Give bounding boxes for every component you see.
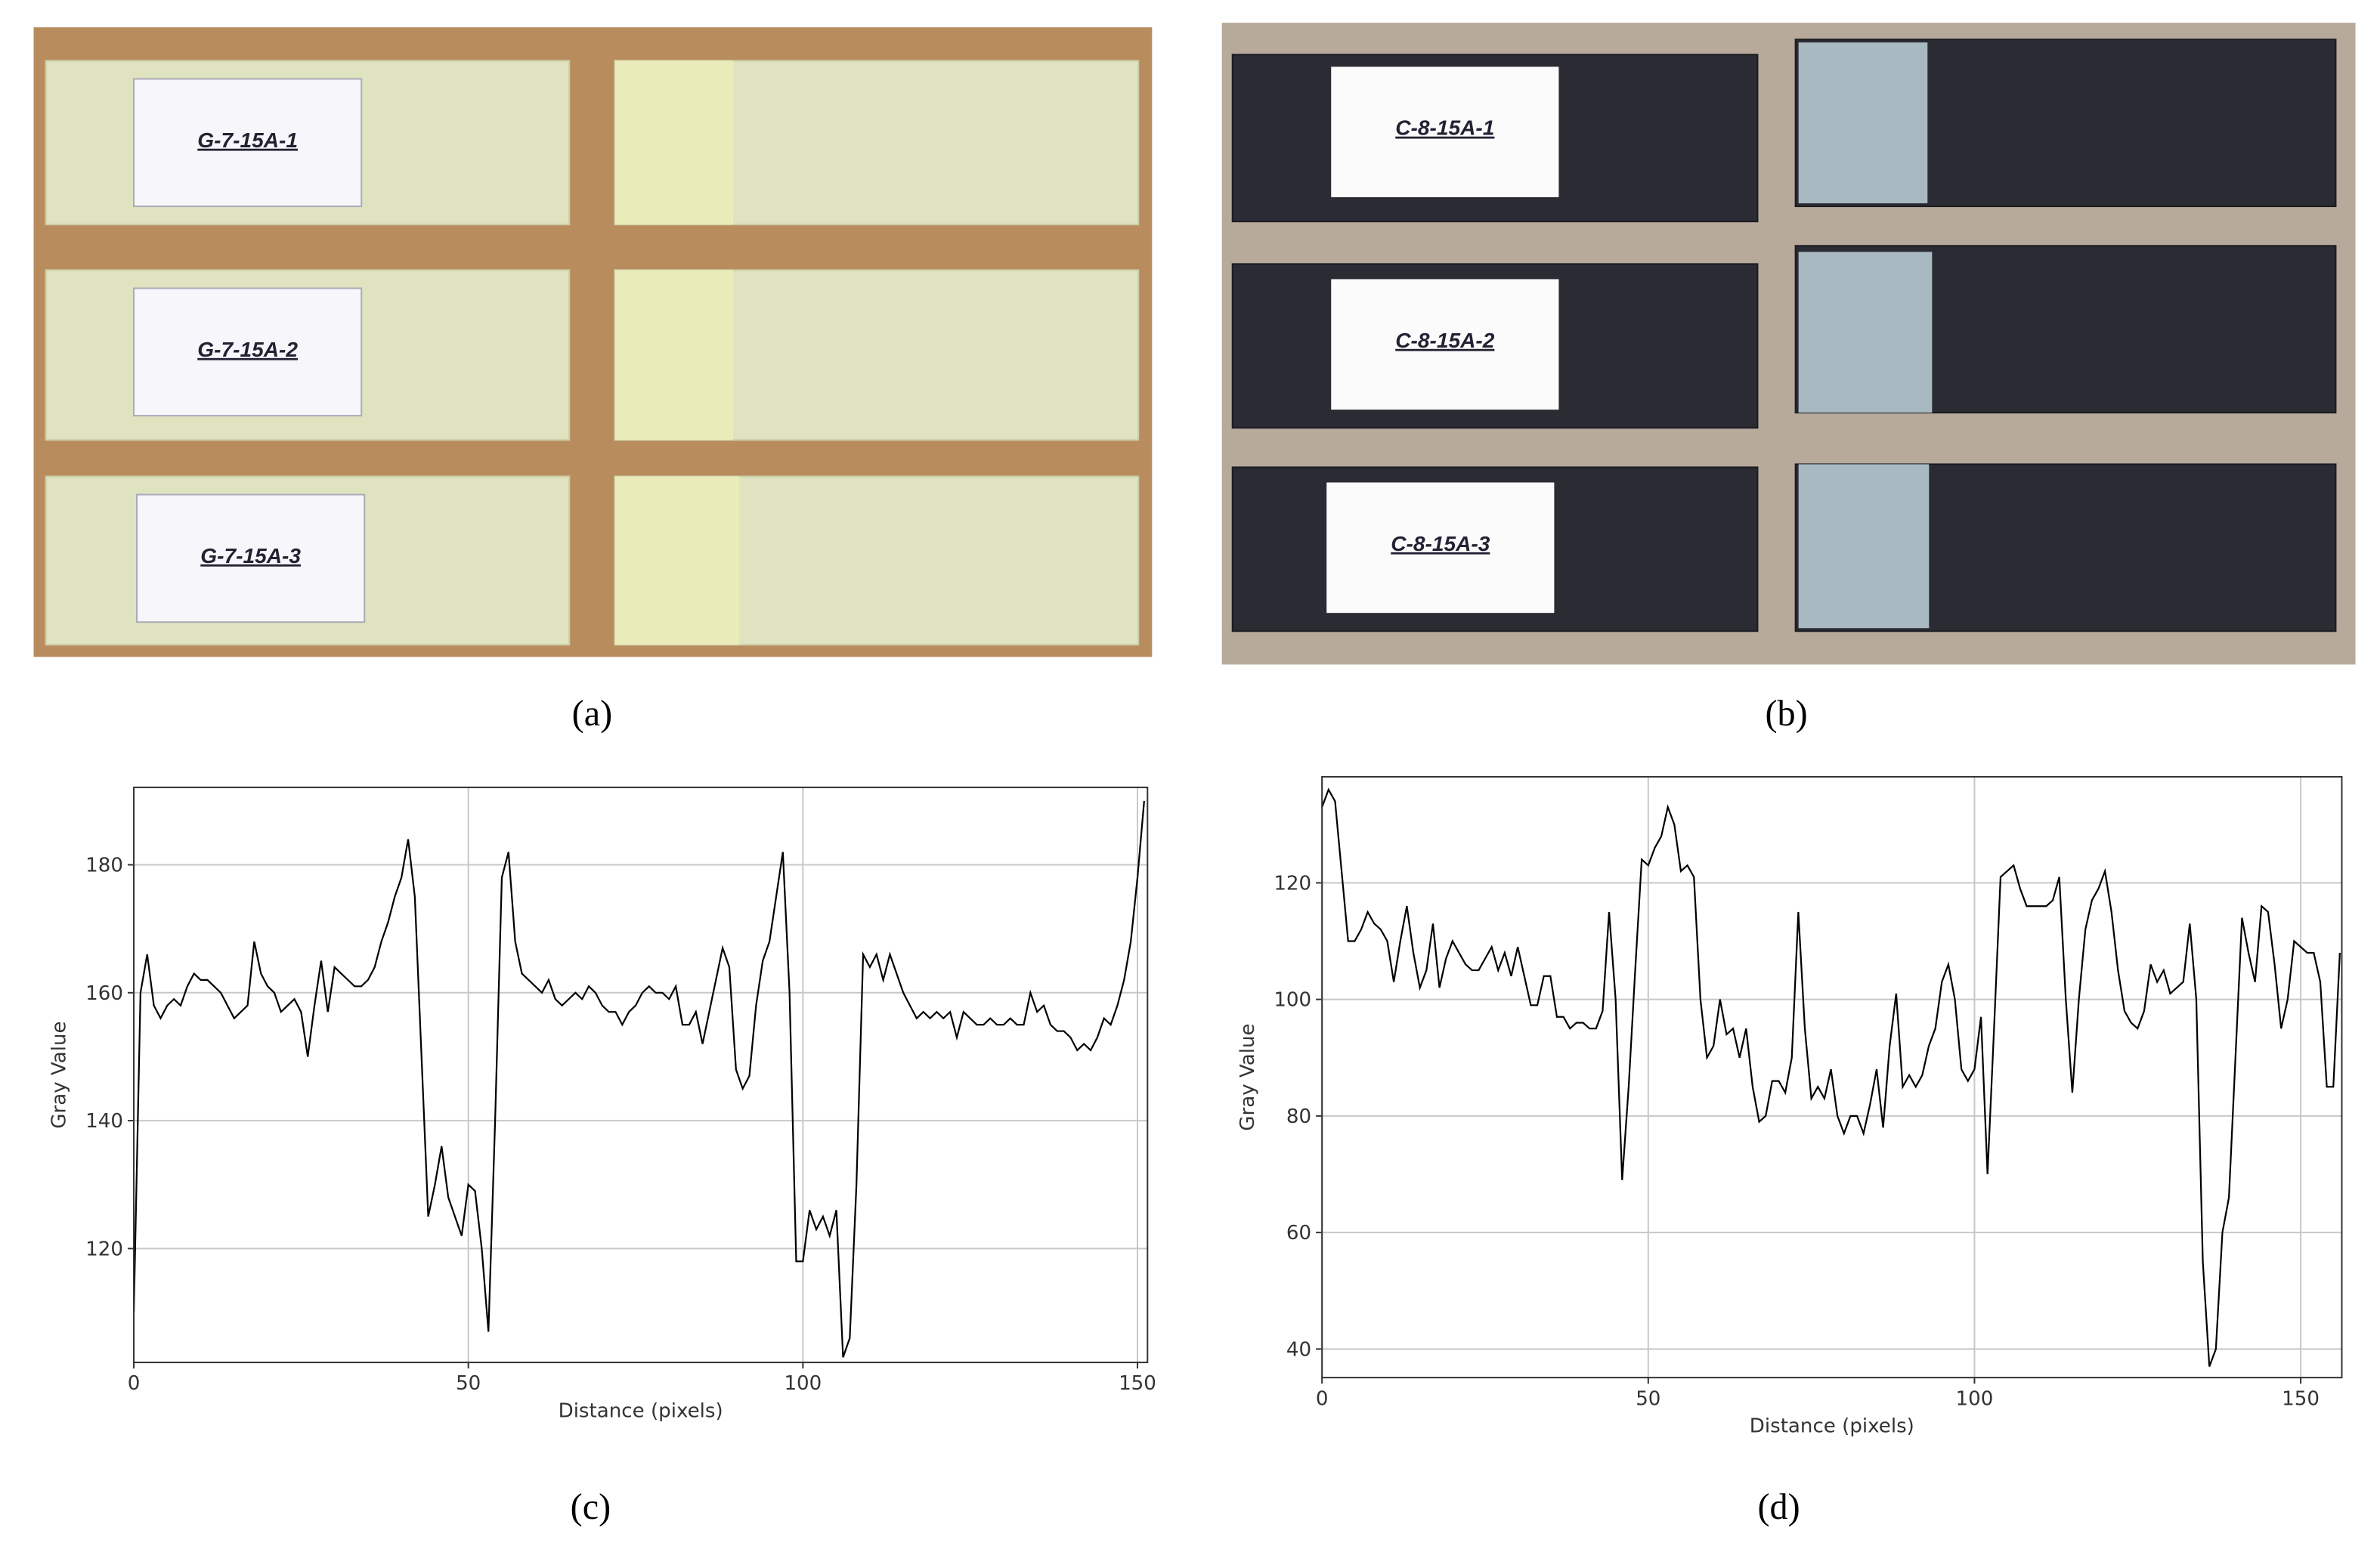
specimen-label: C-8-15A-2 [1395,329,1495,352]
x-axis-label: Distance (pixels) [1750,1415,1914,1437]
plot-frame [1321,776,2343,1379]
plot-area [134,787,1148,1363]
photo-b [1221,23,2356,665]
y-tick-label: 100 [1274,989,1311,1012]
panel-label: (b) [1765,694,1807,734]
y-tick-label: 180 [85,855,123,877]
y-tick-label: 60 [1286,1222,1311,1245]
y-tick-label: 120 [85,1238,123,1260]
x-tick-label: 0 [1316,1387,1329,1410]
plot-frame [133,787,1149,1364]
x-tick-label: 100 [784,1372,822,1395]
panel-label: (a) [572,694,612,734]
y-tick-label: 80 [1286,1105,1311,1128]
specimen-label: G-7-15A-2 [197,338,298,361]
y-tick-label: 120 [1274,872,1311,895]
panel-label: (d) [1757,1487,1800,1527]
specimen-label: G-7-15A-3 [200,544,301,567]
x-axis-label: Distance (pixels) [559,1399,723,1422]
x-tick-label: 150 [2282,1387,2320,1410]
x-tick-label: 100 [1956,1387,1994,1410]
specimen-label: C-8-15A-3 [1391,532,1490,555]
x-tick-label: 50 [456,1372,481,1395]
specimen-label: G-7-15A-1 [197,128,298,152]
data-line [132,800,1145,1358]
y-tick-label: 160 [85,982,123,1005]
y-tick-label: 40 [1286,1338,1311,1361]
data-line [1321,787,2341,1367]
x-tick-label: 150 [1119,1372,1156,1395]
y-axis-label: Gray Value [1236,1023,1259,1130]
y-axis-label: Gray Value [48,1021,71,1128]
x-tick-label: 50 [1636,1387,1660,1410]
x-tick-label: 0 [128,1372,141,1395]
panel-label: (c) [571,1487,611,1527]
photo-a [33,27,1153,657]
y-tick-label: 140 [85,1110,123,1133]
specimen-label: C-8-15A-1 [1395,116,1494,140]
